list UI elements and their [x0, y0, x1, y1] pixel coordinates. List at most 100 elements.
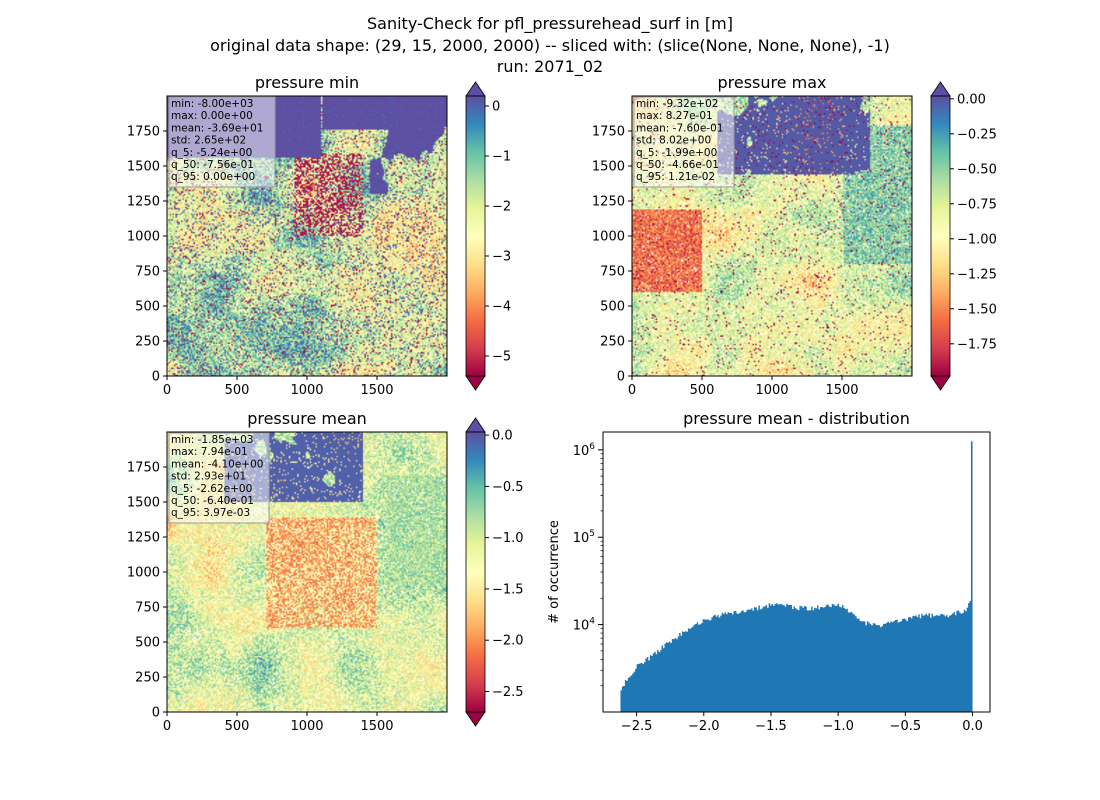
y-tick-label: 1250	[127, 195, 160, 210]
colorbar-tick-label: −2.5	[492, 685, 524, 700]
heatmap-panel-pressure-mean: pressure mean 0 500 1000 1500 0 250 500 750 1000 1…	[127, 409, 524, 734]
y-tick-label: 104	[573, 617, 596, 634]
stats-line: std: 8.02e+00	[636, 135, 711, 147]
colorbar-tick-label: −0.50	[957, 162, 997, 177]
panel-title: pressure max	[717, 73, 826, 92]
stats-line: std: 2.93e+01	[171, 471, 246, 483]
y-tick-label: 1500	[127, 160, 160, 175]
stats-line: q_95: 3.97e-03	[171, 507, 250, 519]
y-tick-label: 250	[600, 335, 625, 350]
y-axis-label: # of occurrence	[547, 520, 562, 624]
stats-line: q_50: -7.56e-01	[171, 159, 254, 171]
x-tick-label: 1500	[360, 719, 393, 734]
histogram-bars	[620, 593, 973, 712]
y-tick-label: 1750	[592, 125, 625, 140]
x-tick-label: 0	[163, 719, 171, 734]
y-tick-label: 250	[135, 671, 160, 686]
histogram-spike-bar	[970, 441, 973, 712]
panel-title: pressure min	[255, 73, 359, 92]
x-tick-label: 1000	[290, 383, 323, 398]
colorbar-tick-label: −1.5	[492, 582, 524, 597]
stats-box	[168, 96, 276, 188]
colorbar-tick-label: −0.5	[492, 480, 524, 495]
colorbar-extend-min	[930, 375, 951, 391]
colorbar-tick-label: 0	[492, 100, 500, 115]
colorbar-tick-label: 0.00	[957, 92, 986, 107]
colorbar-tick-label: −3	[492, 250, 511, 265]
stats-line: max: 7.94e-01	[171, 446, 248, 458]
colorbar-tick-label: −1.25	[957, 267, 997, 282]
y-tick-label: 1000	[127, 230, 160, 245]
colorbar-extend-min	[465, 711, 486, 727]
y-tick-label: 750	[135, 601, 160, 616]
stats-box	[633, 96, 735, 188]
colorbar-extend-max	[465, 81, 486, 97]
histogram-panel-pressure-mean-distribution: pressure mean - distribution −2.5 −2.0 −1.5…	[547, 409, 991, 734]
x-tick-label: 1000	[290, 719, 323, 734]
figure-title-line-3: run: 2071_02	[496, 57, 604, 76]
stats-line: mean: -3.69e+01	[171, 122, 263, 134]
colorbar-tick-label: −0.75	[957, 197, 997, 212]
y-tick-label: 750	[135, 265, 160, 280]
y-tick-label: 500	[600, 300, 625, 315]
x-tick-label: −2.0	[688, 719, 720, 734]
colorbar-tick-label: −1.75	[957, 337, 997, 352]
y-tick-label: 1250	[127, 531, 160, 546]
heatmap-panel-pressure-min: pressure min 0 500 1000 1500 0 250 500 750 1000 12…	[127, 73, 511, 398]
colorbar-frame	[930, 95, 951, 377]
colorbar-gradient	[466, 96, 485, 376]
colorbar-tick-label: −0.25	[957, 127, 997, 142]
y-tick-label: 1500	[592, 160, 625, 175]
x-tick-label: 500	[225, 383, 250, 398]
stats-line: max: 8.27e-01	[636, 110, 713, 122]
x-tick-label: −1.5	[755, 719, 787, 734]
y-tick-label: 105	[573, 529, 595, 546]
y-tick-label: 0	[152, 370, 160, 385]
y-tick-label: 1500	[127, 496, 160, 511]
colorbar-tick-label: 0.0	[492, 429, 513, 444]
stats-line: q_95: 0.00e+00	[171, 171, 255, 183]
stats-line: q_95: 1.21e-02	[636, 171, 715, 183]
colorbar-extend-max	[465, 417, 486, 433]
x-tick-label: −0.5	[890, 719, 922, 734]
y-tick-label: 106	[573, 442, 596, 459]
y-tick-label: 250	[135, 335, 160, 350]
colorbar-gradient	[931, 96, 950, 376]
stats-line: max: 0.00e+00	[171, 110, 253, 122]
figure-title-line-2: original data shape: (29, 15, 2000, 2000…	[210, 36, 890, 55]
stats-line: min: -9.32e+02	[636, 98, 718, 110]
stats-line: mean: -7.60e-01	[636, 122, 723, 134]
stats-line: q_5: -1.99e+00	[636, 147, 717, 159]
stats-line: q_5: -5.24e+00	[171, 147, 252, 159]
colorbar-tick-label: −1	[492, 150, 511, 165]
stats-line: std: 2.65e+02	[171, 135, 246, 147]
y-tick-label: 1250	[592, 195, 625, 210]
x-tick-label: −1.0	[822, 719, 854, 734]
colorbar-gradient	[466, 432, 485, 712]
y-tick-label: 0	[617, 370, 625, 385]
y-tick-label: 1750	[127, 125, 160, 140]
colorbar-tick-label: −5	[492, 350, 511, 365]
stats-line: q_50: -6.40e-01	[171, 495, 254, 507]
y-tick-label: 500	[135, 636, 160, 651]
colorbar-tick-label: −1.00	[957, 232, 997, 247]
colorbar-frame	[465, 95, 486, 377]
x-tick-label: 0	[163, 383, 171, 398]
x-tick-label: 1500	[360, 383, 393, 398]
colorbar-frame	[465, 431, 486, 713]
colorbar-tick-label: −1.0	[492, 531, 524, 546]
colorbar-tick-label: −4	[492, 300, 511, 315]
heatmap-panel-pressure-max: pressure max 0 500 1000 1500 0 250 500 750 1000 12…	[592, 73, 997, 398]
y-tick-label: 500	[135, 300, 160, 315]
stats-line: min: -8.00e+03	[171, 98, 253, 110]
y-tick-label: 1000	[592, 230, 625, 245]
x-tick-label: 0.0	[962, 719, 983, 734]
x-tick-label: −2.5	[621, 719, 653, 734]
x-tick-label: 500	[690, 383, 715, 398]
stats-line: q_50: -4.66e-01	[636, 159, 719, 171]
x-tick-label: 0	[628, 383, 636, 398]
stats-box	[168, 432, 270, 524]
panel-title: pressure mean	[247, 409, 367, 428]
x-tick-label: 500	[225, 719, 250, 734]
